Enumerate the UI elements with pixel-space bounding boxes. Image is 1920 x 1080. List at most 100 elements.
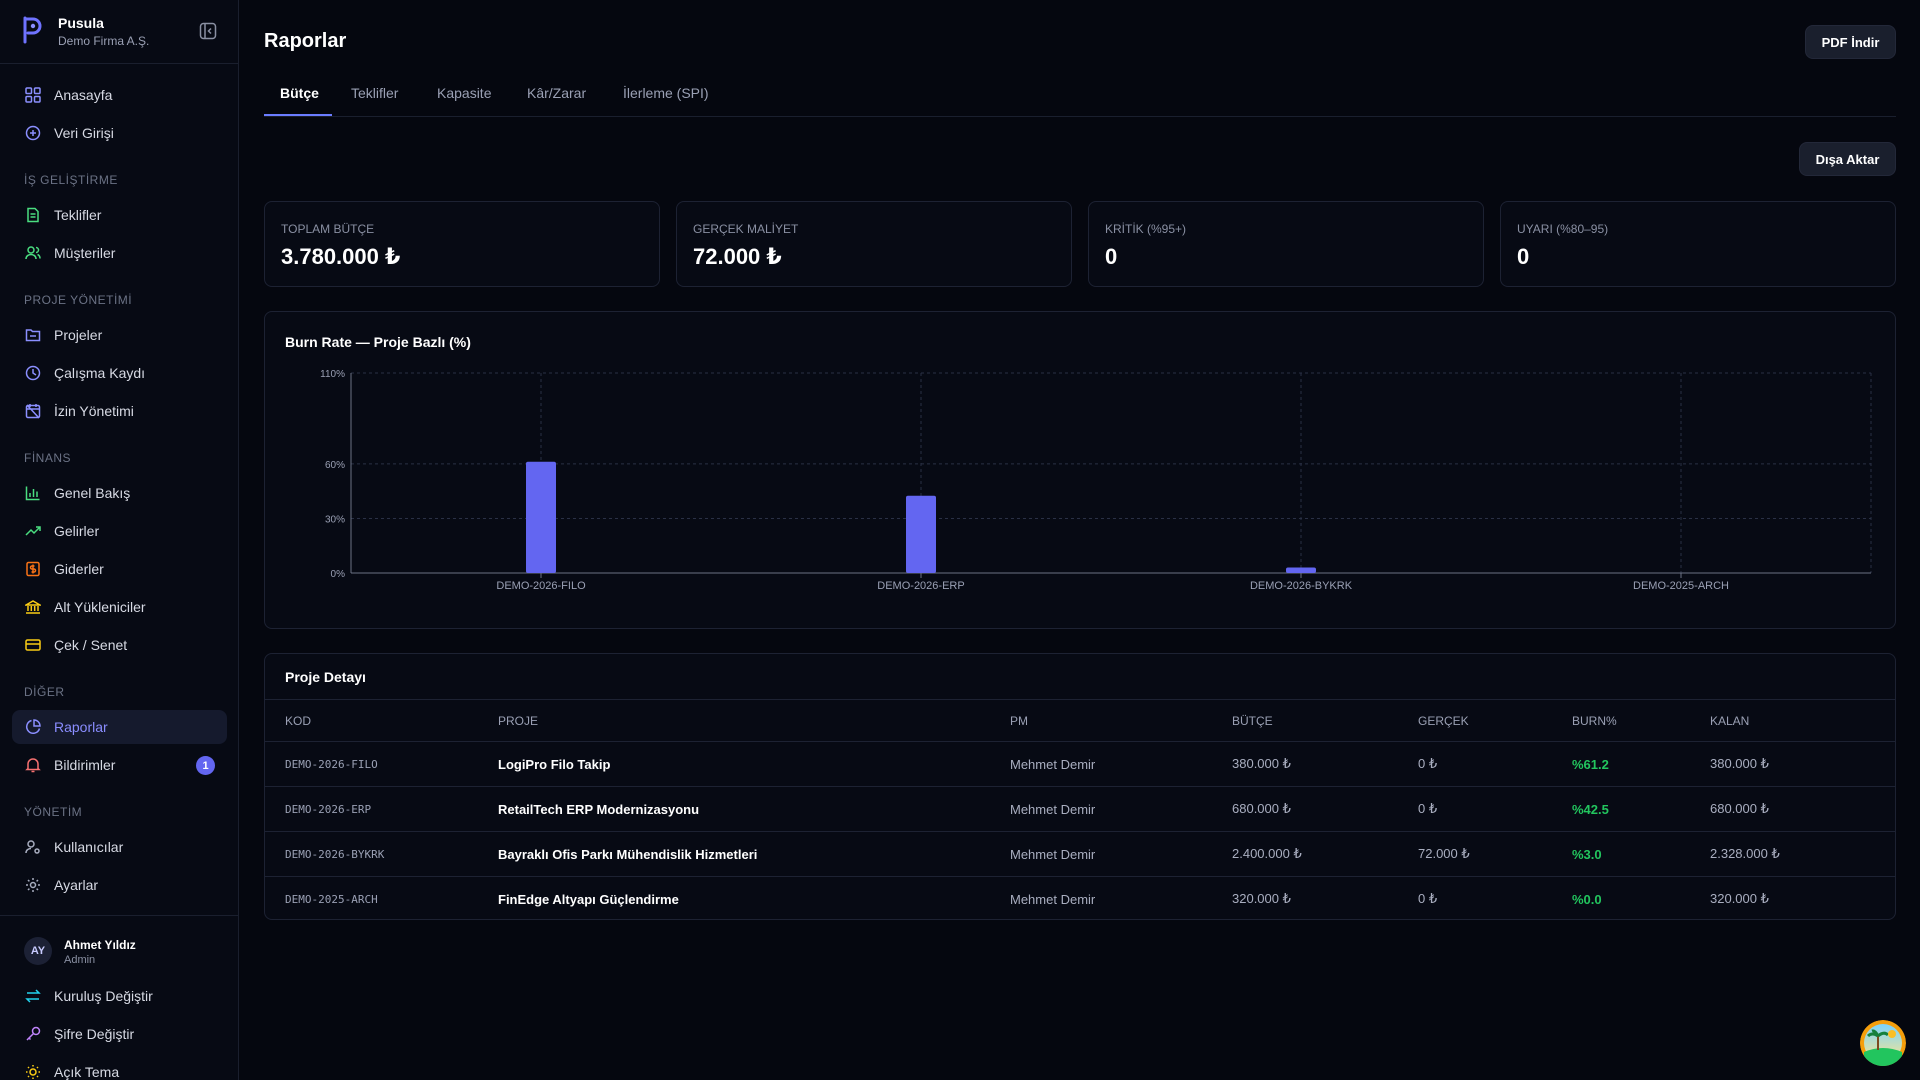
sidebar-item-label: İzin Yönetimi [54, 403, 134, 419]
sidebar-item-veri-girisi[interactable]: Veri Girişi [12, 116, 227, 150]
burn-rate-chart: 0% 30% 60% 110% DEMO-2026-FILO DEMO-2026-ERP D… [320, 369, 1872, 592]
column-header-proje[interactable]: PROJE [498, 699, 1010, 742]
document-icon [24, 206, 42, 224]
cell-actual: 72.000 ₺ [1418, 831, 1572, 877]
sidebar-item-musteriler[interactable]: Müşteriler [12, 236, 227, 270]
project-detail-panel: Proje Detayı KOD PROJE PM BÜTÇE GERÇEK B… [264, 653, 1896, 920]
x-tick-label: DEMO-2026-BYKRK [1250, 580, 1353, 592]
cell-code: DEMO-2025-ARCH [285, 892, 378, 906]
receipt-icon [24, 560, 42, 578]
cell-project: RetailTech ERP Modernizasyonu [498, 786, 1010, 832]
brand-org: Demo Firma A.Ş. [58, 34, 150, 48]
sidebar-item-izin-yonetimi[interactable]: İzin Yönetimi [12, 394, 227, 428]
sidebar-item-label: Gelirler [54, 523, 100, 539]
sidebar-item-anasayfa[interactable]: Anasayfa [12, 78, 227, 112]
sidebar-item-label: Anasayfa [54, 87, 113, 103]
swap-icon [24, 987, 42, 1005]
tab-butce[interactable]: Bütçe [280, 85, 319, 101]
cell-pm: Mehmet Demir [1010, 831, 1232, 877]
stat-card-actual-cost: GERÇEK MALİYET 72.000 ₺ [676, 201, 1072, 287]
gear-icon [24, 876, 42, 894]
change-password-button[interactable]: Şifre Değiştir [12, 1017, 227, 1051]
bar-demo-2026-erp [906, 495, 936, 573]
sun-icon [24, 1063, 42, 1080]
table-row[interactable]: DEMO-2026-BYKRK Bayraklı Ofis Parkı Mühe… [265, 831, 1895, 877]
table-row[interactable]: DEMO-2026-ERP RetailTech ERP Modernizasy… [265, 786, 1895, 832]
avatar[interactable]: AY [24, 937, 52, 965]
section-title: DİĞER [24, 685, 65, 699]
cell-budget: 380.000 ₺ [1232, 741, 1418, 787]
sidebar-item-label: Raporlar [54, 719, 108, 735]
sidebar-item-label: Veri Girişi [54, 125, 114, 141]
cell-code: DEMO-2026-BYKRK [265, 831, 498, 877]
sidebar-item-alt-yukleniciler[interactable]: Alt Yükleniciler [12, 590, 227, 624]
stat-label: TOPLAM BÜTÇE [281, 222, 375, 236]
sidebar-item-raporlar[interactable]: Raporlar [12, 710, 227, 744]
tab-kapasite[interactable]: Kapasite [437, 85, 492, 101]
sidebar-item-label: Kuruluş Değiştir [54, 988, 153, 1004]
cell-project: LogiPro Filo Takip [498, 741, 1010, 787]
cell-project: Bayraklı Ofis Parkı Mühendislik Hizmetle… [498, 831, 1010, 877]
light-theme-button[interactable]: Açık Tema [12, 1055, 227, 1080]
sidebar-item-genel-bakis[interactable]: Genel Bakış [12, 476, 227, 510]
brand-name: Pusula [58, 15, 104, 31]
column-header-burn[interactable]: BURN% [1572, 699, 1710, 742]
user-block [0, 915, 239, 1080]
user-name: Ahmet Yıldız [64, 938, 136, 952]
section-title: FİNANS [24, 451, 72, 465]
burn-rate-chart-panel: Burn Rate — Proje Bazlı (%) 0% 30% 60% 110%… [264, 311, 1896, 629]
table-row[interactable]: DEMO-2025-ARCH FinEdge Altyapı Güçlendir… [265, 877, 1895, 922]
bank-icon [24, 598, 42, 616]
pusula-logo [23, 16, 42, 44]
sidebar-collapse-icon[interactable] [199, 22, 217, 40]
bar-chart-icon [24, 484, 42, 502]
active-tab-indicator [264, 114, 332, 116]
notification-badge: 1 [196, 756, 215, 775]
sidebar-item-teklifler[interactable]: Teklifler [12, 198, 227, 232]
switch-org-button[interactable]: Kuruluş Değiştir [12, 979, 227, 1013]
cell-remaining: 380.000 ₺ [1710, 741, 1895, 787]
key-icon [24, 1025, 42, 1043]
stat-label: GERÇEK MALİYET [693, 222, 799, 236]
sidebar-item-ayarlar[interactable]: Ayarlar [12, 868, 227, 902]
tab-kar-zarar[interactable]: Kâr/Zarar [527, 85, 587, 101]
clock-icon [24, 364, 42, 382]
x-tick-label: DEMO-2025-ARCH [1633, 580, 1729, 592]
sidebar-item-label: Bildirimler [54, 757, 116, 773]
y-tick-label: 110% [320, 369, 345, 380]
assistant-avatar-icon[interactable] [1860, 1020, 1906, 1066]
sidebar-item-label: Ayarlar [54, 877, 99, 893]
sidebar-item-bildirimler[interactable]: Bildirimler 1 [12, 748, 227, 782]
export-button[interactable]: Dışa Aktar [1799, 142, 1896, 176]
cell-pm: Mehmet Demir [1010, 786, 1232, 832]
column-header-gercek[interactable]: GERÇEK [1418, 699, 1572, 742]
brand-header: Pusula Demo Firma A.Ş. [0, 0, 239, 64]
sidebar-item-label: Müşteriler [54, 245, 116, 261]
stat-label: KRİTİK (%95+) [1105, 222, 1187, 236]
column-header-kalan[interactable]: KALAN [1710, 699, 1895, 742]
column-header-butce[interactable]: BÜTÇE [1232, 699, 1418, 742]
cell-budget: 320.000 ₺ [1232, 891, 1291, 907]
sidebar-item-label: Açık Tema [54, 1064, 120, 1080]
sidebar-item-giderler[interactable]: Giderler [12, 552, 227, 586]
table-row[interactable]: DEMO-2026-FILO LogiPro Filo Takip Mehmet… [265, 741, 1895, 787]
pdf-download-button[interactable]: PDF İndir [1805, 25, 1896, 59]
sidebar-item-kullanicilar[interactable]: Kullanıcılar [12, 830, 227, 864]
cell-remaining: 320.000 ₺ [1710, 891, 1769, 907]
sidebar-item-cek-senet[interactable]: Çek / Senet [12, 628, 227, 662]
bell-icon [24, 756, 42, 774]
table-header-row: KOD PROJE PM BÜTÇE GERÇEK BURN% KALAN [265, 699, 1895, 742]
sidebar-item-projeler[interactable]: Projeler [12, 318, 227, 352]
sidebar-item-label: Giderler [54, 561, 104, 577]
section-title: YÖNETİM [24, 805, 83, 819]
column-header-kod[interactable]: KOD [265, 699, 498, 742]
column-header-pm[interactable]: PM [1010, 699, 1232, 742]
sidebar-item-label: Çek / Senet [54, 637, 128, 653]
sidebar-item-calisma-kaydi[interactable]: Çalışma Kaydı [12, 356, 227, 390]
tab-teklifler[interactable]: Teklifler [351, 85, 399, 101]
sidebar-item-gelirler[interactable]: Gelirler [12, 514, 227, 548]
sidebar-item-label: Çalışma Kaydı [54, 365, 146, 381]
tab-ilerleme-spi[interactable]: İlerleme (SPI) [623, 85, 709, 101]
cell-actual: 0 ₺ [1418, 741, 1572, 787]
stat-card-total-budget: TOPLAM BÜTÇE 3.780.000 ₺ [264, 201, 660, 287]
